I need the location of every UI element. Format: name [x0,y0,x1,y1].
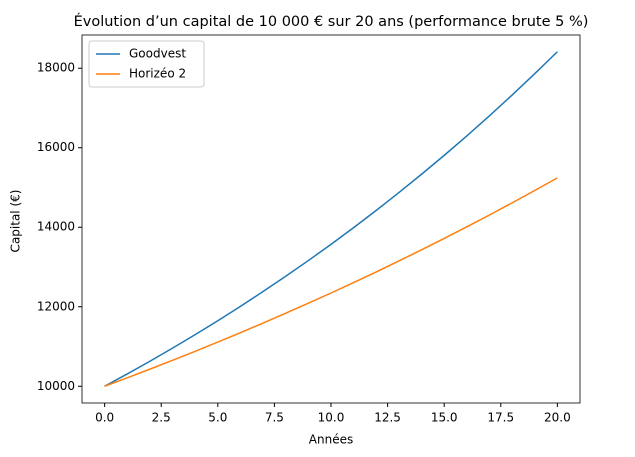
x-tick-label: 12.5 [374,411,401,425]
x-tick-label: 0.0 [95,411,114,425]
y-tick-label: 12000 [37,299,75,313]
y-axis-label: Capital (€) [9,190,23,253]
plot-frame [81,34,581,404]
x-tick-label: 10.0 [318,411,345,425]
x-tick-label: 17.5 [487,411,514,425]
line-series [104,51,558,387]
y-tick-label: 16000 [37,140,75,154]
x-tick-label: 20.0 [544,411,571,425]
legend-box [88,40,205,88]
legend-label: Horizéo 2 [129,67,186,81]
y-tick-label: 18000 [37,61,75,75]
x-tick-label: 2.5 [152,411,171,425]
x-tick-label: 7.5 [265,411,284,425]
legend-label: Goodvest [129,47,186,61]
y-tick-label: 10000 [37,379,75,393]
y-tick-label: 14000 [37,220,75,234]
chart-title: Évolution d’un capital de 10 000 € sur 2… [74,13,589,30]
x-axis-label: Années [309,433,353,447]
line-series [104,177,558,387]
x-tick-label: 15.0 [431,411,458,425]
x-tick-label: 5.0 [208,411,227,425]
